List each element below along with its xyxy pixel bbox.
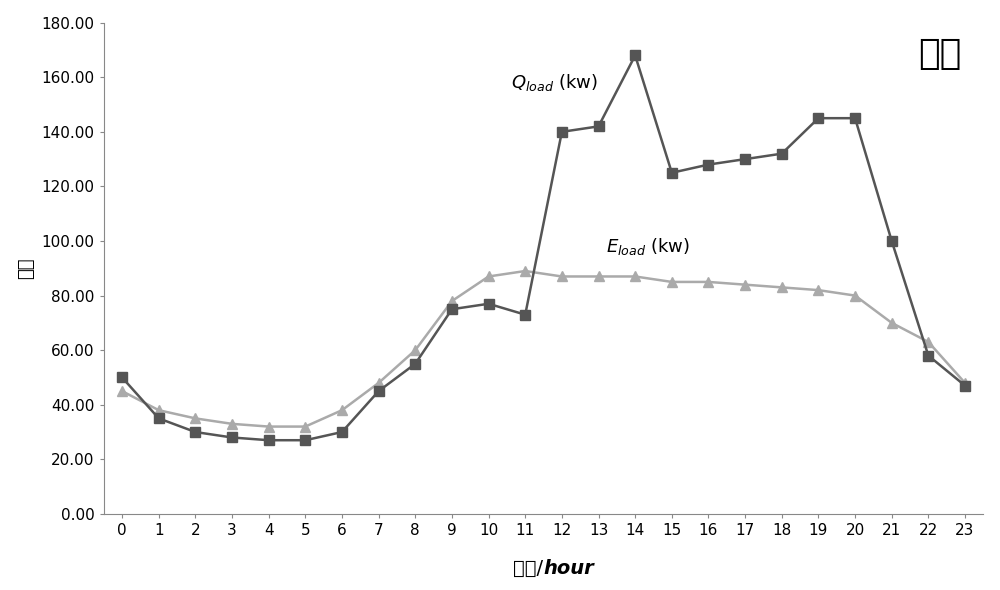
Y-axis label: 功率: 功率 [17,258,35,279]
Text: hour: hour [544,559,594,578]
Text: 时间/: 时间/ [513,559,544,578]
Text: $Q_{load}$ (kw): $Q_{load}$ (kw) [511,72,598,93]
Text: 夏季: 夏季 [918,37,961,71]
Text: $E_{load}$ (kw): $E_{load}$ (kw) [606,236,690,257]
